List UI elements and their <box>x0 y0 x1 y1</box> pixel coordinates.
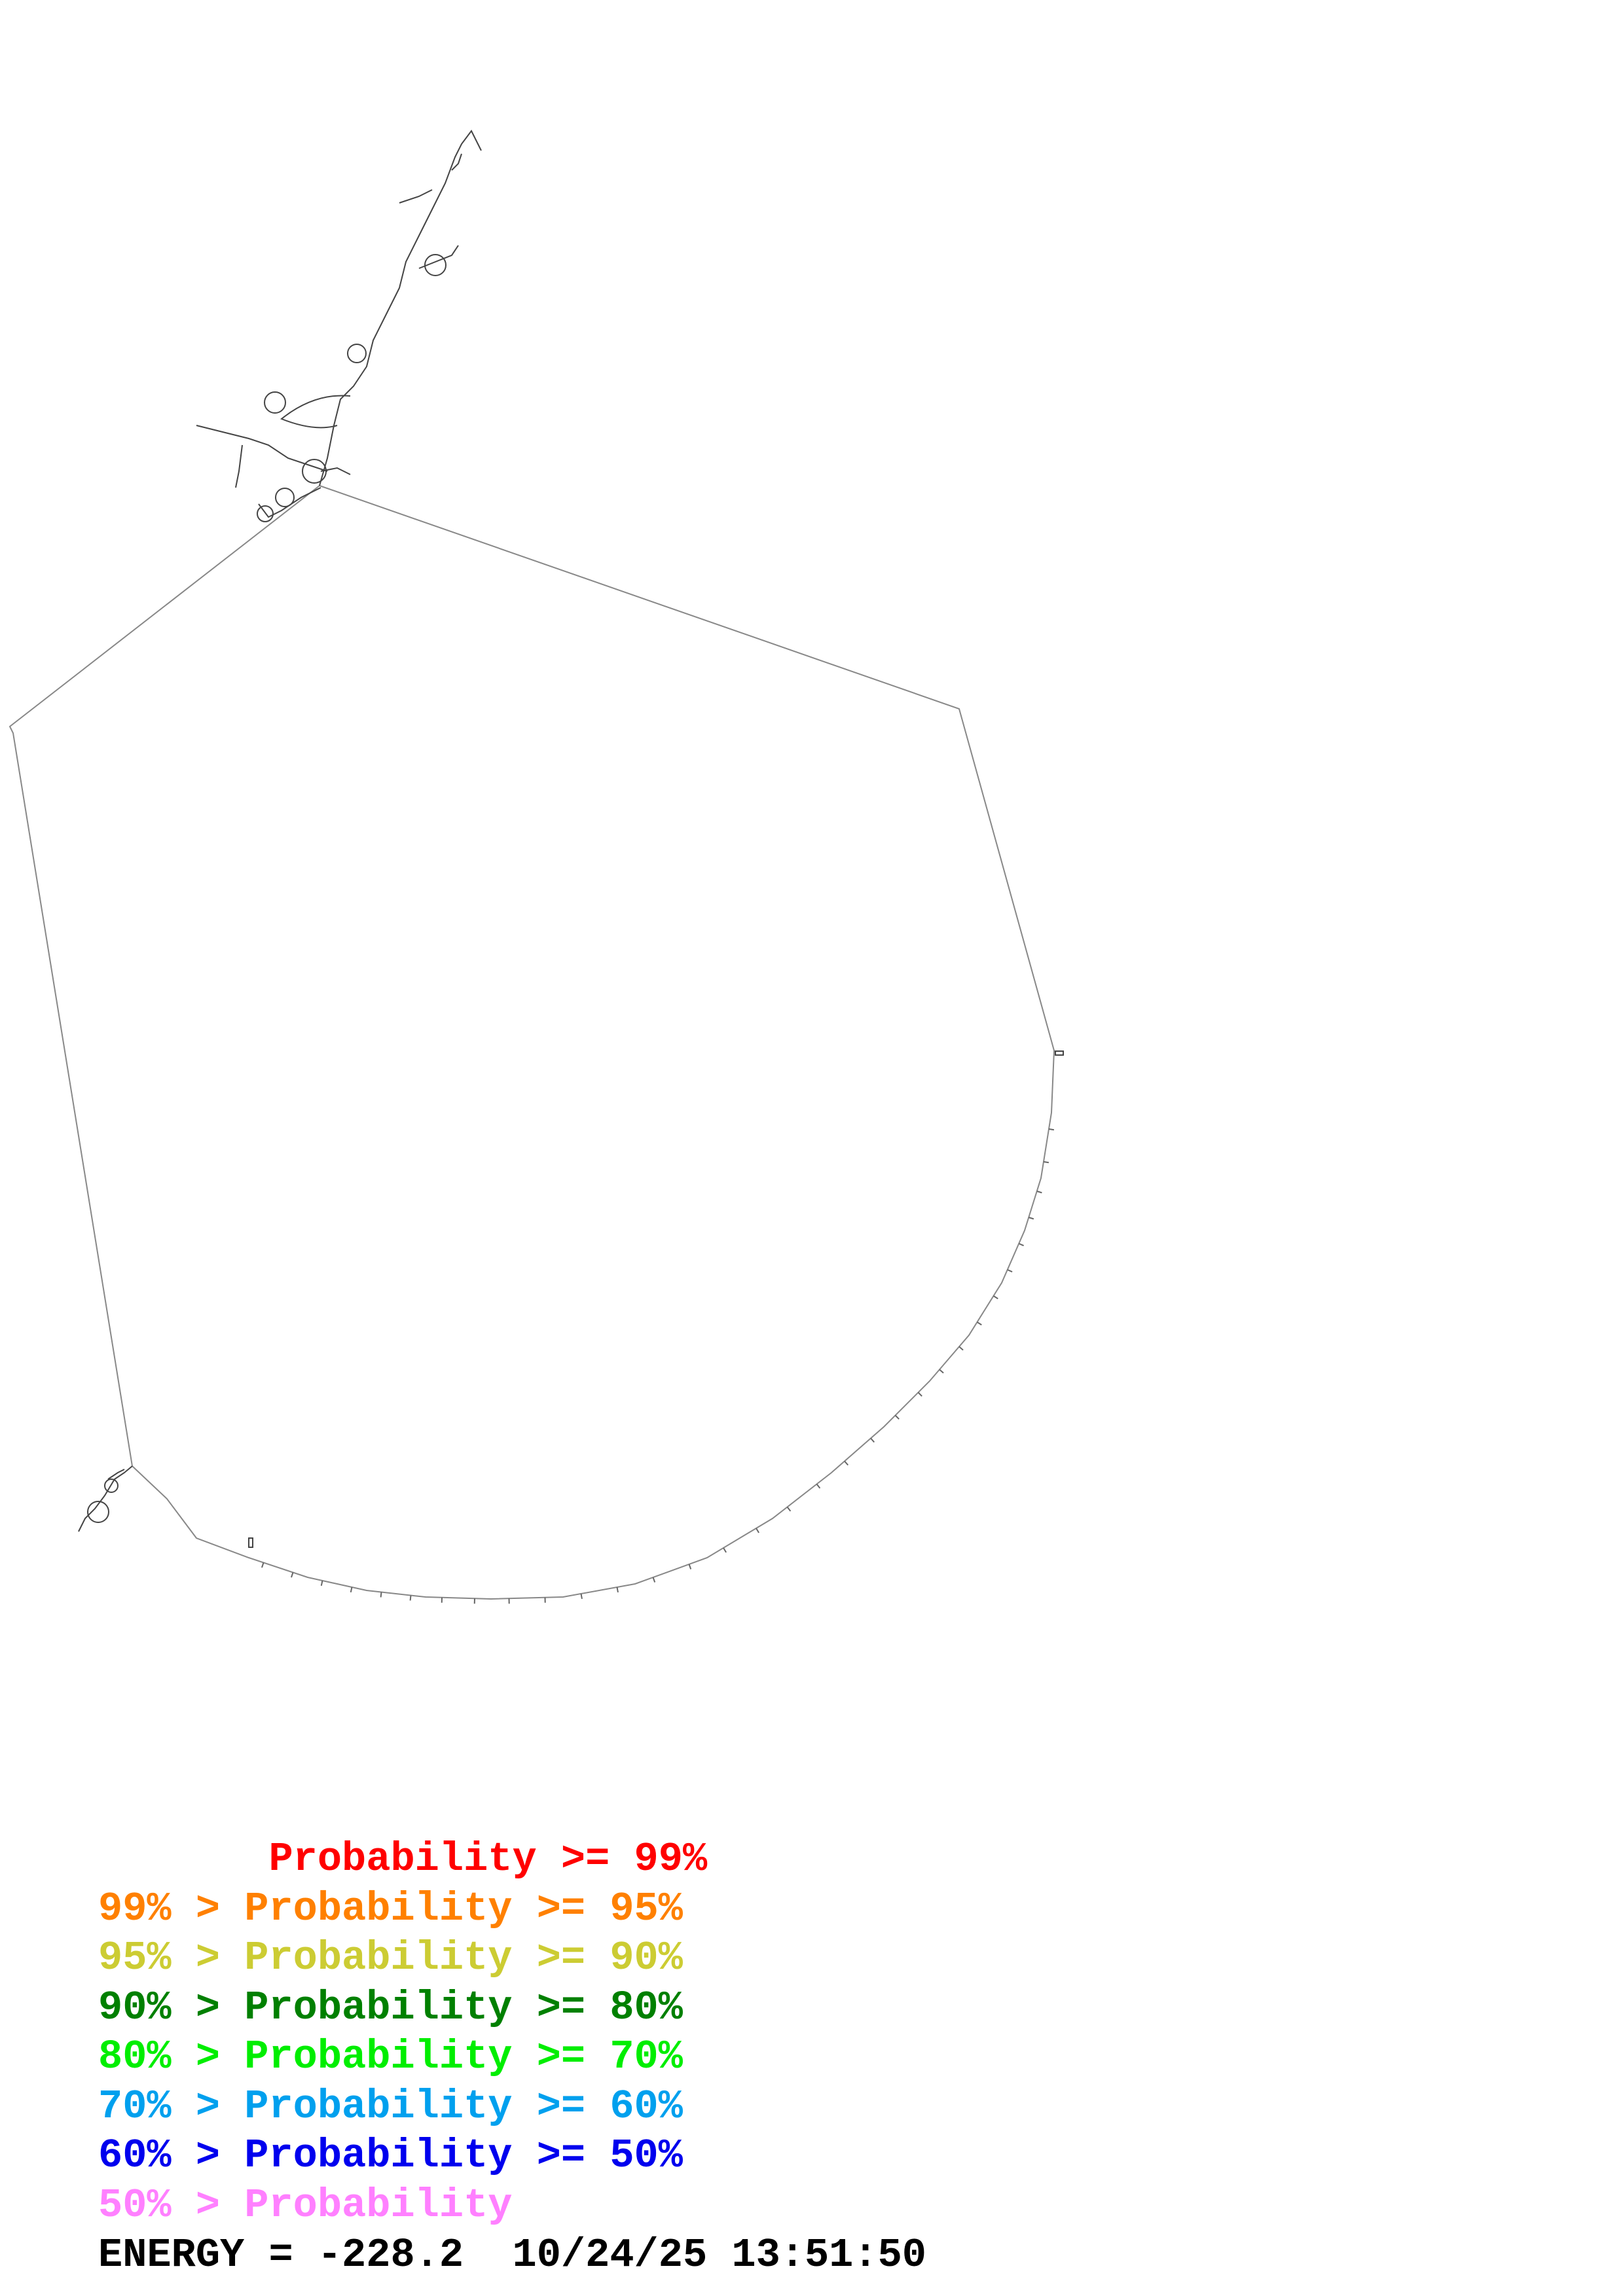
base-tick <box>939 1369 944 1374</box>
base-ticks <box>261 1128 1055 1604</box>
legend-entry: 70% > Probability >= 60% <box>98 2083 683 2130</box>
base-tick <box>993 1295 998 1300</box>
energy-timestamp-line: ENERGY = -228.2 10/24/25 13:51:50 <box>98 2232 927 2278</box>
base-tick <box>958 1346 964 1351</box>
base-tick <box>894 1414 900 1420</box>
legend-entry: 60% > Probability >= 50% <box>98 2132 683 2179</box>
base-tick <box>816 1483 821 1489</box>
right-hairpin <box>1055 1050 1064 1056</box>
base-tick <box>870 1437 875 1443</box>
base-tick <box>320 1580 323 1587</box>
base-tick <box>261 1562 264 1568</box>
base-tick <box>291 1572 294 1578</box>
rna-structure-diagram <box>9 130 1064 1604</box>
legend-entry: 80% > Probability >= 70% <box>98 2034 683 2080</box>
backbone-loop <box>9 485 1055 1600</box>
legend-entry: 50% > Probability <box>98 2181 513 2229</box>
base-tick <box>756 1528 759 1534</box>
base-tick <box>616 1587 619 1593</box>
lower-left-domain <box>78 1465 133 1532</box>
base-tick <box>786 1506 792 1512</box>
base-tick <box>380 1592 382 1598</box>
base-tick <box>723 1547 727 1553</box>
base-tick <box>844 1460 849 1466</box>
base-tick <box>580 1593 583 1600</box>
base-tick <box>1048 1128 1055 1131</box>
upper-domain <box>196 130 482 522</box>
legend-entry: 99% > Probability >= 95% <box>98 1885 683 1932</box>
base-tick <box>1036 1191 1042 1194</box>
base-tick <box>350 1587 353 1593</box>
base-tick <box>688 1564 692 1570</box>
base-tick <box>1007 1269 1013 1273</box>
base-tick <box>1028 1217 1034 1220</box>
base-tick <box>976 1321 982 1326</box>
base-tick <box>652 1577 656 1583</box>
legend-entry: 95% > Probability >= 90% <box>98 1935 683 1981</box>
base-tick <box>409 1595 412 1601</box>
base-tick <box>917 1391 922 1397</box>
legend-entry: 90% > Probability >= 80% <box>98 1984 683 2031</box>
legend-entry: Probability >= 99% <box>98 1836 708 1882</box>
bottom-hairpin <box>248 1537 253 1548</box>
base-tick <box>1018 1243 1024 1247</box>
